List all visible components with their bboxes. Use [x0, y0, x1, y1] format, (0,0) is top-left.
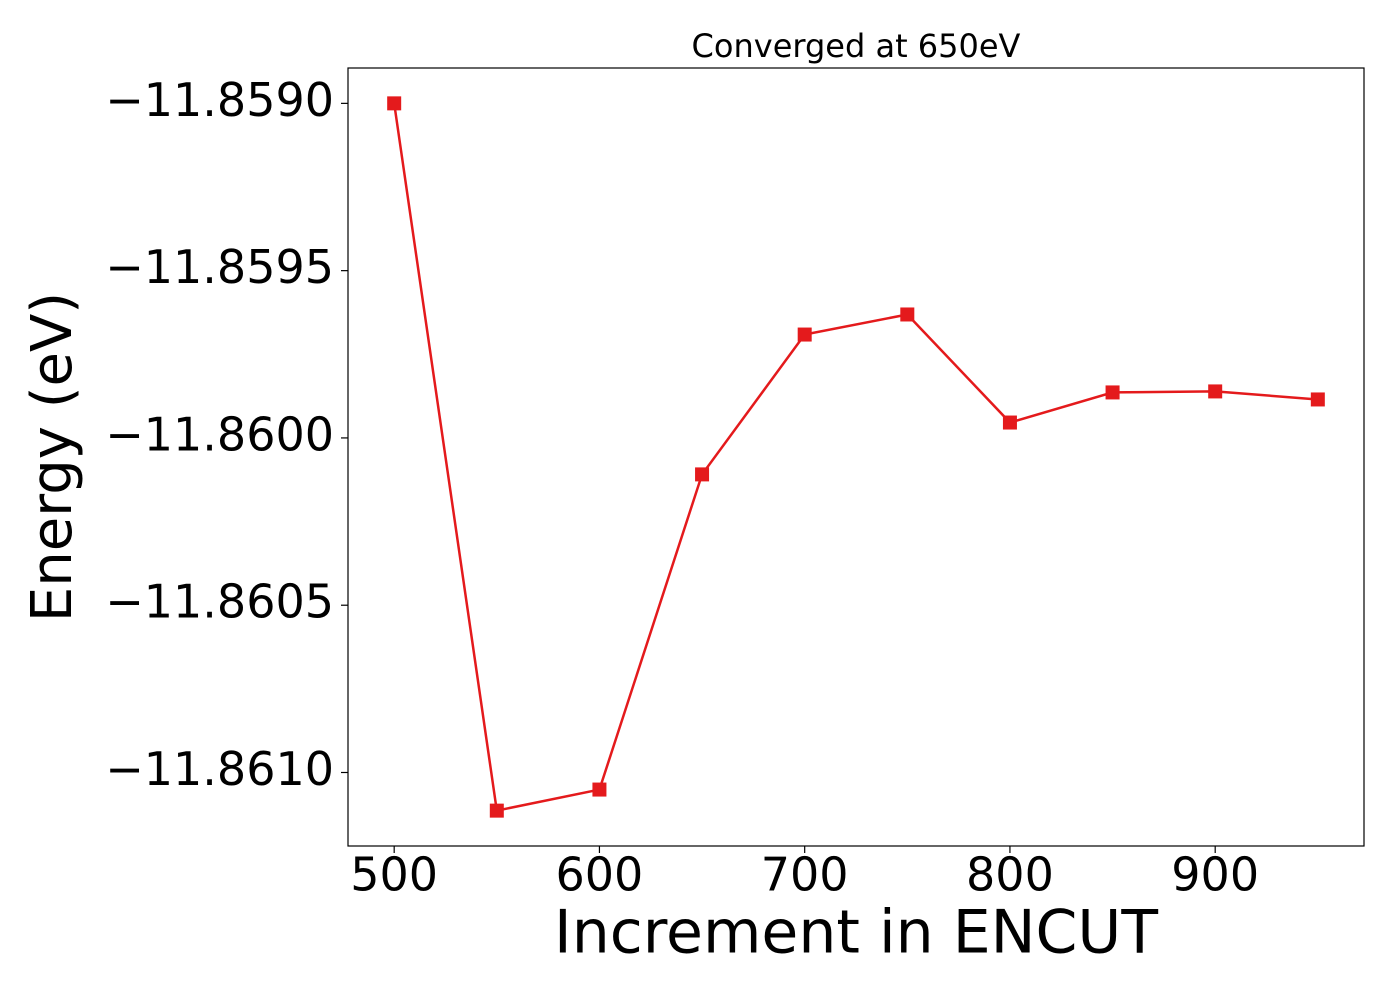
data-point	[1310, 392, 1325, 407]
plot-frame	[347, 67, 1365, 847]
data-point	[489, 803, 504, 818]
chart-title: Converged at 650eV	[692, 27, 1021, 65]
x-tick-label: 900	[1171, 848, 1259, 902]
data-point	[1208, 384, 1223, 399]
data-point	[1105, 385, 1120, 400]
y-tick-label: −11.8610	[105, 742, 334, 796]
y-axis-label: Energy (eV)	[20, 292, 85, 622]
y-tick-label: −11.8600	[105, 407, 334, 461]
x-tick-label: 800	[966, 848, 1054, 902]
x-tick-label: 500	[350, 848, 438, 902]
x-tick-label: 700	[761, 848, 849, 902]
x-tick-label: 600	[556, 848, 644, 902]
data-point	[797, 327, 812, 342]
data-point	[1002, 415, 1017, 430]
x-axis-label: Increment in ENCUT	[554, 898, 1158, 968]
y-tick-label: −11.8590	[105, 73, 334, 127]
data-point	[592, 782, 607, 797]
y-tick-label: −11.8605	[105, 575, 334, 629]
y-tick-label: −11.8595	[105, 240, 334, 294]
data-point	[387, 96, 402, 111]
data-line	[392, 103, 1318, 813]
data-point	[695, 467, 710, 482]
data-point	[900, 307, 915, 322]
